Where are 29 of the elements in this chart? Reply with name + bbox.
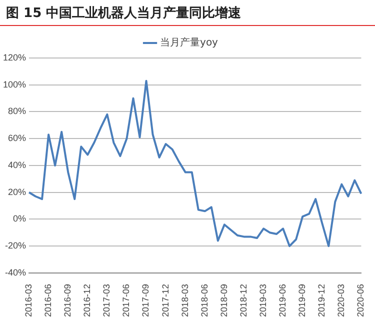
y-tick-label: 120% [2, 52, 26, 62]
x-tick-label: 2017-12 [160, 284, 170, 317]
y-tick-label: 100% [2, 79, 26, 90]
x-tick-label: 2018-12 [238, 284, 248, 317]
y-tick-label: 20% [8, 186, 26, 197]
legend-label: 当月产量yoy [160, 36, 218, 49]
x-tick-label: 2018-03 [180, 284, 190, 317]
x-tick-label: 2019-03 [258, 284, 268, 317]
y-tick-label: -40% [5, 267, 26, 278]
x-tick-label: 2020-06 [356, 284, 366, 317]
y-tick-label: 60% [8, 133, 26, 144]
x-tick-label: 2016-09 [62, 284, 73, 317]
x-tick-label: 2017-06 [121, 284, 132, 317]
x-tick-label: 2018-06 [199, 284, 210, 317]
x-tick-label: 2016-12 [82, 284, 92, 317]
y-tick-label: 0% [13, 214, 26, 224]
x-tick-label: 2017-03 [102, 284, 112, 317]
x-tick-label: 2020-03 [336, 284, 346, 317]
x-tick-label: 2018-09 [218, 284, 229, 317]
x-tick-label: 2017-09 [140, 284, 151, 317]
y-tick-label: 80% [8, 106, 26, 116]
x-tick-label: 2019-06 [278, 284, 288, 317]
chart-title: 图 15 中国工业机器人当月产量同比增速 [0, 0, 375, 26]
x-tick-label: 2019-09 [297, 284, 308, 317]
x-tick-label: 2016-06 [43, 284, 54, 317]
y-tick-label: 40% [8, 160, 26, 170]
x-tick-label: 2016-03 [24, 284, 34, 317]
x-tick-label: 2019-12 [316, 284, 327, 317]
y-tick-label: -20% [5, 240, 26, 251]
